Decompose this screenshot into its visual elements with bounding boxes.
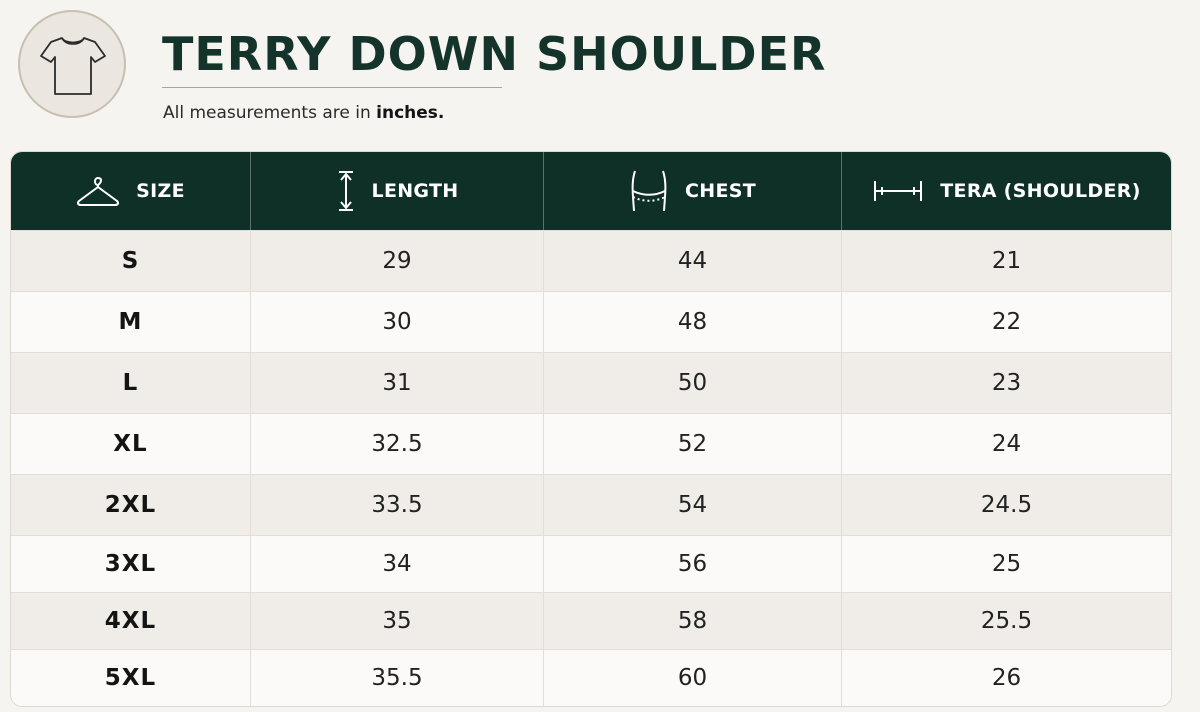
column-header-length-label: LENGTH (371, 180, 459, 202)
chest-cell: 60 (544, 650, 842, 706)
horizontal-measure-icon (872, 179, 924, 203)
hanger-icon (76, 175, 120, 207)
column-header-size-label: SIZE (136, 180, 185, 202)
page-title: TERRY DOWN SHOULDER (162, 27, 827, 81)
table-row: L 31 50 23 (11, 352, 1171, 413)
chest-cell: 56 (544, 536, 842, 592)
size-cell: XL (11, 414, 251, 474)
length-cell: 30 (251, 292, 544, 352)
size-cell: S (11, 231, 251, 291)
table-row: M 30 48 22 (11, 291, 1171, 352)
units-note-text: All measurements are in (163, 103, 377, 123)
shoulder-cell: 25 (991, 551, 1022, 577)
chest-cell: 58 (544, 593, 842, 649)
shoulder-cell: 23 (991, 370, 1022, 396)
table-row: 3XL 34 56 25 (11, 535, 1171, 592)
length-cell: 31 (251, 353, 544, 413)
column-header-shoulder: TERA (SHOULDER) (842, 152, 1171, 230)
column-header-length: LENGTH (251, 152, 544, 230)
tshirt-icon (40, 37, 106, 95)
chest-cell: 48 (544, 292, 842, 352)
column-header-size: SIZE (11, 152, 251, 230)
size-cell: L (11, 353, 251, 413)
table-row: 4XL 35 58 25.5 (11, 592, 1171, 649)
units-note-unit: inches. (376, 103, 445, 123)
shoulder-cell: 22 (991, 309, 1022, 335)
shoulder-cell: 21 (991, 248, 1022, 274)
vertical-measure-icon (336, 170, 356, 212)
length-cell: 33.5 (251, 475, 544, 535)
title-divider (162, 87, 502, 88)
column-header-shoulder-label: TERA (SHOULDER) (940, 180, 1141, 202)
column-header-chest: CHEST (544, 152, 842, 230)
shoulder-cell: 24 (991, 431, 1022, 457)
size-cell: 2XL (11, 475, 251, 535)
length-cell: 35 (251, 593, 544, 649)
size-cell: M (11, 292, 251, 352)
shoulder-cell: 25.5 (980, 608, 1033, 634)
shoulder-cell: 26 (991, 665, 1022, 691)
table-header-row: SIZE LENGTH (11, 152, 1171, 230)
length-cell: 34 (251, 536, 544, 592)
column-header-chest-label: CHEST (685, 180, 756, 202)
length-cell: 29 (251, 231, 544, 291)
table-row: 2XL 33.5 54 24.5 (11, 474, 1171, 535)
size-cell: 5XL (11, 650, 251, 706)
shoulder-cell: 24.5 (980, 492, 1033, 518)
chest-cell: 52 (544, 414, 842, 474)
table-row: XL 32.5 52 24 (11, 413, 1171, 474)
chest-cell: 54 (544, 475, 842, 535)
chest-measure-icon (629, 169, 669, 213)
size-cell: 3XL (11, 536, 251, 592)
table-body: S 29 44 21 M 30 48 22 L 31 50 23 XL 32.5 52 24 2XL 33.5 54… (11, 230, 1171, 706)
size-table: SIZE LENGTH (10, 151, 1172, 707)
length-cell: 32.5 (251, 414, 544, 474)
table-row: 5XL 35.5 60 26 (11, 649, 1171, 706)
length-cell: 35.5 (251, 650, 544, 706)
chest-cell: 50 (544, 353, 842, 413)
logo-badge (18, 10, 126, 118)
units-note: All measurements are in inches. (163, 101, 444, 125)
table-row: S 29 44 21 (11, 230, 1171, 291)
chest-cell: 44 (544, 231, 842, 291)
size-cell: 4XL (11, 593, 251, 649)
